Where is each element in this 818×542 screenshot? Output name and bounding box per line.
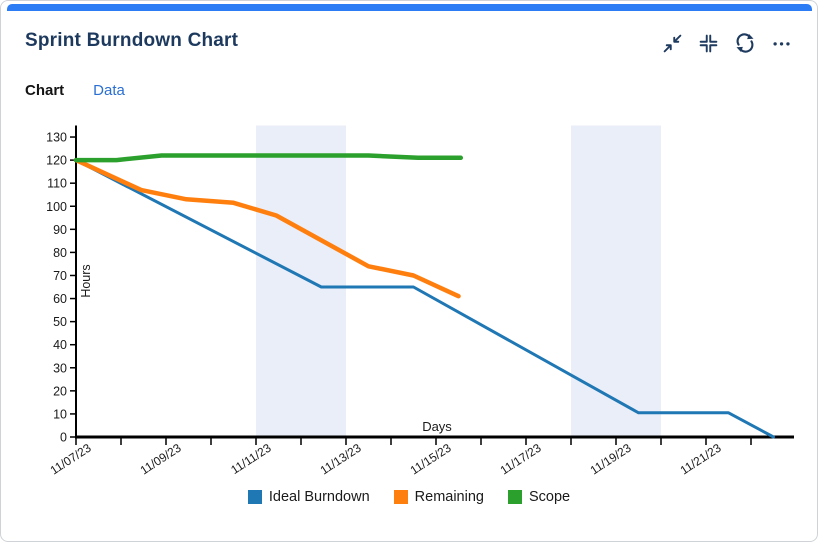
x-tick-label: 11/13/23	[318, 441, 364, 478]
y-tick-label: 70	[53, 269, 67, 283]
legend-label: Ideal Burndown	[268, 489, 370, 505]
tab-data[interactable]: Data	[93, 82, 125, 99]
view-tabs: Chart Data	[25, 82, 125, 99]
legend-item: Remaining	[393, 489, 484, 505]
y-tick-label: 60	[53, 292, 67, 306]
y-tick-label: 120	[46, 154, 67, 168]
widget-toolbar	[662, 32, 793, 54]
x-tick-label: 11/19/23	[588, 441, 634, 478]
fit-to-size-icon[interactable]	[698, 33, 719, 54]
y-axis-label: Hours	[79, 264, 93, 297]
burndown-chart: 11/07/23 11/09/23 11/11/23 11/13/23 11/15/23…	[46, 125, 794, 478]
refresh-icon[interactable]	[734, 32, 756, 54]
legend-swatch	[393, 490, 408, 504]
more-options-icon[interactable]	[771, 32, 793, 54]
y-tick-label: 90	[53, 223, 67, 237]
y-tick-label: 40	[53, 338, 67, 352]
y-tick-label: 30	[53, 361, 67, 375]
scope-line	[73, 153, 464, 163]
tab-chart[interactable]: Chart	[25, 82, 65, 99]
y-tick-label: 50	[53, 315, 67, 329]
page-title: Sprint Burndown Chart	[25, 30, 239, 51]
y-tick-label: 100	[46, 200, 67, 214]
weekend-band	[571, 125, 661, 437]
y-tick-label: 0	[60, 431, 67, 445]
legend-swatch	[507, 490, 522, 504]
x-tick-label: 11/17/23	[498, 441, 544, 478]
y-tick-label: 130	[46, 131, 67, 145]
y-tick-label: 110	[47, 177, 67, 191]
x-tick-label: 11/07/23	[48, 441, 94, 478]
legend-label: Scope	[528, 489, 571, 505]
collapse-icon[interactable]	[662, 33, 683, 54]
legend-item: Ideal Burndown	[247, 489, 370, 505]
accent-bar	[7, 4, 812, 11]
ideal-burndown-line	[74, 158, 775, 439]
legend-label: Remaining	[414, 489, 484, 505]
y-tick-label: 20	[53, 384, 67, 398]
y-tick-label: 80	[53, 246, 67, 260]
y-tick-label: 10	[53, 407, 67, 421]
legend-swatch	[247, 490, 262, 504]
x-axis-label: Days	[422, 419, 452, 434]
weekend-band	[256, 125, 346, 437]
x-tick-label: 11/15/23	[408, 441, 454, 478]
x-tick-label: 11/21/23	[678, 441, 724, 478]
chart-legend: Ideal Burndown Remaining Scope	[1, 489, 817, 505]
remaining-line	[73, 157, 461, 299]
legend-item: Scope	[507, 489, 571, 505]
x-tick-label: 11/09/23	[138, 441, 184, 478]
x-tick-label: 11/11/23	[228, 441, 274, 477]
